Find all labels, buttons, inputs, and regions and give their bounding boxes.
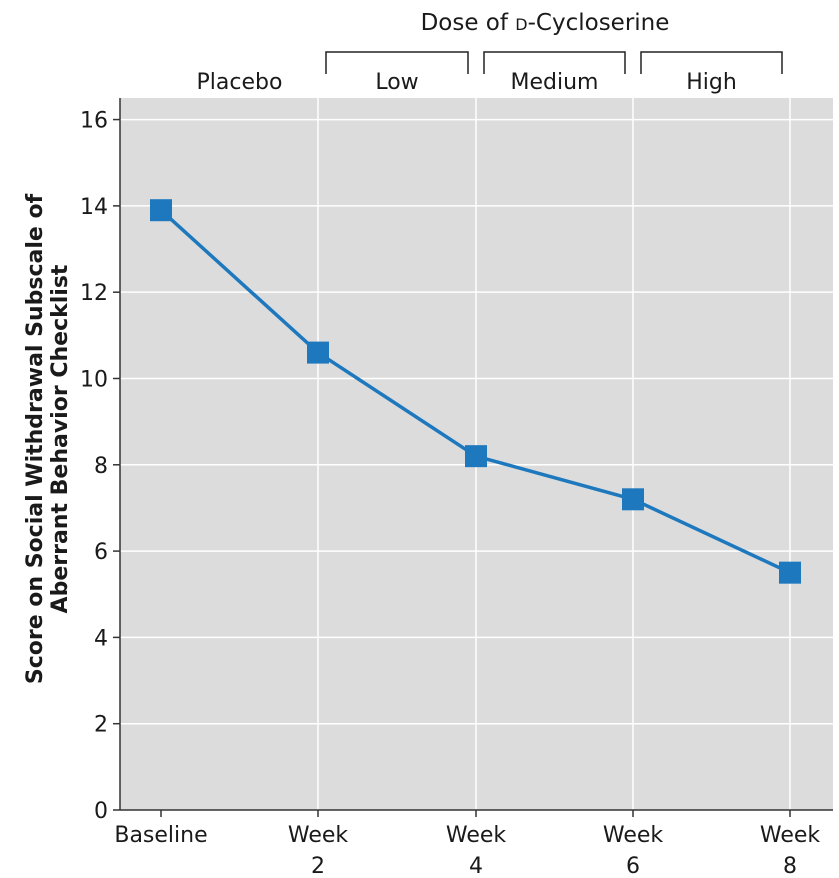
- data-point-marker: [779, 561, 801, 584]
- x-tick-label-line2: 2: [311, 854, 325, 878]
- y-tick-label: 10: [80, 367, 108, 392]
- y-tick-label: 14: [80, 195, 108, 220]
- y-tick-label: 16: [80, 109, 108, 134]
- dose-bracket: [325, 51, 469, 74]
- y-tick-label: 12: [80, 281, 108, 306]
- x-tick-label-line2: 8: [783, 854, 797, 878]
- x-tick-label: Week: [446, 823, 507, 848]
- data-point-marker: [150, 199, 172, 222]
- data-point-marker: [465, 445, 487, 468]
- dose-phases: Placebo Low Medium High: [197, 51, 783, 95]
- x-tick-label-line2: 6: [626, 854, 640, 878]
- y-axis-title: Score on Social Withdrawal Subscale ofAb…: [23, 193, 73, 684]
- x-tick-labels: Baseline Week 2 Week 4 Week 6 Week 8: [114, 823, 820, 878]
- data-points: [150, 199, 801, 584]
- dose-bracket: [483, 51, 626, 74]
- dose-phase-label: Low: [375, 70, 418, 95]
- dose-bracket: [640, 51, 783, 74]
- x-tick-label-line2: 4: [469, 854, 483, 878]
- data-point-marker: [307, 341, 329, 364]
- x-tick-label: Week: [603, 823, 664, 848]
- y-tick-label: 8: [94, 454, 108, 479]
- y-tick-labels: 0 2 4 6 8 10 12 14 16: [80, 109, 108, 824]
- y-tick-label: 0: [94, 799, 108, 824]
- dose-phase-label: High: [686, 70, 737, 95]
- x-tick-label: Week: [288, 823, 349, 848]
- dose-phase-label: Medium: [511, 70, 599, 95]
- axes: [113, 98, 833, 817]
- x-tick-label: Baseline: [114, 823, 207, 848]
- y-tick-label: 4: [94, 626, 108, 651]
- y-tick-label: 2: [94, 713, 108, 738]
- data-point-marker: [622, 488, 644, 511]
- y-tick-label: 6: [94, 540, 108, 565]
- dose-phase-label: Placebo: [197, 70, 283, 95]
- dose-title: Dose of D-Cycloserine: [421, 10, 670, 36]
- x-tick-label: Week: [760, 823, 821, 848]
